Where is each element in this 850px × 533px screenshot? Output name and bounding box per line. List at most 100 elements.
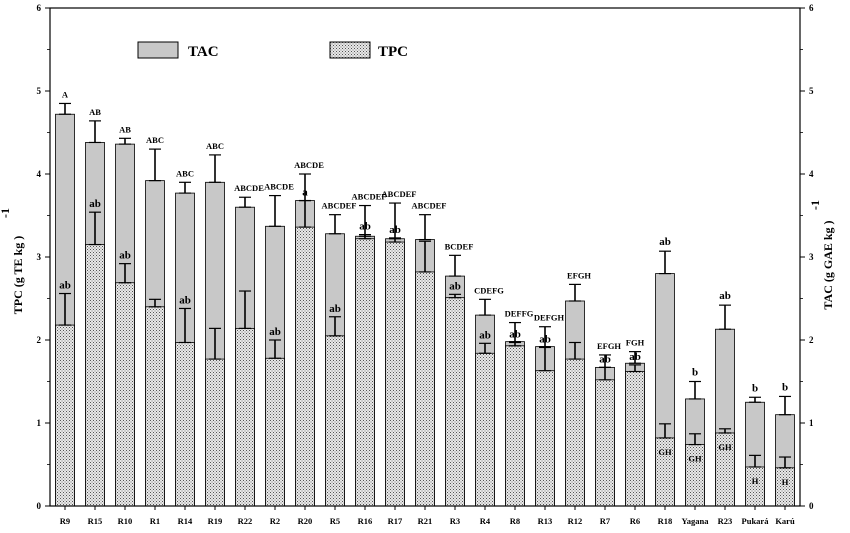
sig-label-top-23: b	[752, 382, 758, 394]
sig-label-top-14: CDEFG	[474, 285, 504, 295]
y-tick-label-5: 5	[37, 86, 42, 96]
bar-tpc-7	[265, 357, 285, 507]
errorbar-tpc-23	[749, 454, 761, 468]
sig-label-inner-23: H	[752, 476, 759, 486]
errorbar-tpc-8	[299, 199, 311, 228]
sig-label-top-19: FGH	[626, 338, 645, 348]
y2-axis-title-text: TAC (g GAE kg	[821, 227, 835, 309]
sig-label-inner-8: a	[302, 187, 308, 199]
bar-tpc-14	[475, 352, 495, 507]
x-tick-label-14: R4	[480, 516, 491, 526]
sig-label-inner-15: ab	[509, 328, 521, 340]
sig-label-inner-0: ab	[59, 280, 71, 292]
sig-label-top-12: ABCDEF	[412, 201, 447, 211]
x-tick-label-1: R15	[88, 516, 103, 526]
errorbar-tac-17	[569, 283, 581, 302]
sig-label-top-6: ABCDE	[234, 183, 264, 193]
bar-tpc-8	[295, 226, 315, 507]
axes-layer: R9 R15 R10 R1 R14 R19 R22 R2 R20 R5 R16 R17 R21 R3 R4 R…	[37, 3, 815, 526]
x-tick-label-11: R17	[388, 516, 403, 526]
bar-tpc-17	[565, 358, 585, 507]
errorbar-tpc-22	[719, 428, 731, 434]
errorbar-tac-19	[629, 351, 641, 364]
errorbar-tpc-10	[359, 233, 371, 240]
x-tick-label-10: R16	[358, 516, 373, 526]
x-tick-label-16: R13	[538, 516, 553, 526]
sig-label-inner-11: ab	[389, 224, 401, 236]
y2-tick-label-1: 1	[809, 418, 814, 428]
y-tick-label-2: 2	[37, 335, 42, 345]
x-tick-label-7: R2	[270, 516, 280, 526]
errorbar-tpc-12	[419, 240, 431, 273]
sig-label-inner-2: ab	[119, 250, 131, 262]
sig-label-inner-14: ab	[479, 329, 491, 341]
errorbar-tac-24	[779, 395, 791, 416]
sig-label-top-17: EFGH	[567, 270, 591, 280]
legend: TAC TPC	[137, 41, 408, 60]
sig-label-top-16: DEFGH	[534, 313, 565, 323]
x-tick-label-6: R22	[238, 516, 253, 526]
bar-tpc-13	[445, 297, 465, 507]
errorbar-tpc-2	[119, 263, 131, 284]
errorbar-tpc-9	[329, 316, 341, 337]
errorbar-tac-13	[449, 254, 461, 277]
y-tick-label-0: 0	[37, 501, 42, 511]
y-tick-label-6: 6	[37, 3, 42, 13]
errorbar-tac-22	[719, 304, 731, 330]
x-tick-label-19: R6	[630, 516, 640, 526]
y2-tick-label-6: 6	[809, 3, 814, 13]
errorbar-tac-9	[329, 214, 341, 235]
y2-tick-label-0: 0	[809, 501, 814, 511]
sig-label-inner-19: ab	[629, 351, 641, 363]
legend-label-tpc: TPC	[378, 44, 408, 60]
errorbar-tac-16	[539, 326, 551, 348]
y2-tick-label-3: 3	[809, 252, 814, 262]
sig-label-top-5: ABC	[206, 141, 224, 151]
axis-titles: TPC (g TE kg ) -1 TAC (g GAE kg ) -1	[0, 200, 835, 314]
x-tick-label-24: Karú	[775, 516, 795, 526]
sig-label-inner-24: H	[782, 477, 789, 487]
bar-tpc-0	[55, 324, 75, 507]
sig-label-inner-1: ab	[89, 198, 101, 210]
errorbar-tpc-13	[449, 293, 461, 299]
errorbar-tpc-11	[389, 237, 401, 243]
sig-label-top-24: b	[782, 381, 788, 393]
y2-tick-label-4: 4	[809, 169, 814, 179]
errorbar-tpc-19	[629, 364, 641, 373]
x-tick-label-0: R9	[60, 516, 70, 526]
sig-label-inner-7: ab	[269, 326, 281, 338]
x-tick-label-9: R5	[330, 516, 340, 526]
errorbar-tac-12	[419, 214, 431, 241]
errorbar-tpc-1	[89, 211, 101, 246]
legend-swatch-tpc	[329, 41, 371, 59]
bar-tpc-4	[175, 342, 195, 507]
x-tick-label-5: R19	[208, 516, 223, 526]
bar-tpc-1	[85, 244, 105, 507]
y-axis-title-sup: -1	[0, 208, 12, 218]
bar-tpc-10	[355, 238, 375, 507]
sig-label-top-0: A	[62, 89, 69, 99]
errorbar-tac-3	[149, 148, 161, 182]
x-tick-label-18: R7	[600, 516, 611, 526]
errorbar-tpc-6	[239, 290, 251, 329]
x-tick-label-4: R14	[178, 516, 193, 526]
sig-label-top-10: ABCDEF	[352, 192, 387, 202]
sig-label-top-7: ABCDE	[264, 182, 294, 192]
errorbar-tpc-4	[179, 307, 191, 344]
bar-tpc-2	[115, 282, 135, 507]
sig-label-inner-16: ab	[539, 333, 551, 345]
sig-label-top-20: ab	[659, 236, 671, 248]
x-tick-label-3: R1	[150, 516, 160, 526]
errorbar-tac-23	[749, 396, 761, 403]
errorbar-tac-15	[509, 321, 521, 343]
y-axis-title-close: )	[11, 236, 25, 240]
legend-label-tac: TAC	[188, 44, 219, 60]
bar-tpc-5	[205, 358, 225, 507]
legend-swatch-tac	[137, 41, 179, 59]
errorbar-tpc-14	[479, 342, 491, 354]
errorbar-tpc-18	[599, 366, 611, 381]
y2-tick-label-5: 5	[809, 86, 814, 96]
sig-label-inner-10: ab	[359, 221, 371, 233]
y2-axis-title-close: )	[821, 220, 835, 224]
